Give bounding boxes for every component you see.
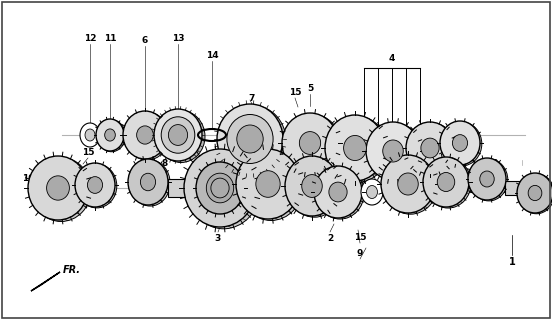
Ellipse shape — [184, 149, 256, 227]
Ellipse shape — [239, 150, 303, 220]
Text: 13: 13 — [172, 34, 184, 43]
Ellipse shape — [423, 157, 469, 207]
Ellipse shape — [480, 171, 494, 187]
Ellipse shape — [442, 122, 482, 166]
Text: 11: 11 — [104, 34, 116, 43]
Ellipse shape — [198, 163, 246, 215]
Ellipse shape — [440, 121, 480, 165]
Ellipse shape — [105, 129, 115, 141]
Text: 6: 6 — [142, 36, 148, 44]
Ellipse shape — [168, 124, 188, 145]
Ellipse shape — [154, 109, 202, 161]
Text: 15: 15 — [289, 87, 301, 97]
Ellipse shape — [470, 159, 508, 201]
Ellipse shape — [157, 110, 205, 163]
Ellipse shape — [217, 104, 283, 174]
Ellipse shape — [314, 166, 362, 218]
Text: 1: 1 — [508, 257, 516, 267]
Ellipse shape — [425, 158, 471, 208]
Ellipse shape — [211, 178, 229, 198]
Text: 10: 10 — [22, 173, 34, 182]
Ellipse shape — [299, 132, 321, 155]
Ellipse shape — [31, 157, 91, 221]
Ellipse shape — [128, 159, 168, 205]
Ellipse shape — [288, 157, 341, 217]
Text: 8: 8 — [162, 158, 168, 167]
Ellipse shape — [368, 123, 422, 181]
Ellipse shape — [406, 122, 454, 174]
Ellipse shape — [236, 149, 300, 219]
Ellipse shape — [28, 156, 88, 220]
Text: FR.: FR. — [63, 265, 81, 275]
Text: 12: 12 — [84, 34, 96, 43]
Ellipse shape — [285, 114, 341, 174]
Ellipse shape — [421, 138, 439, 158]
Text: 9: 9 — [357, 249, 363, 258]
Bar — [390, 184, 530, 192]
Ellipse shape — [398, 173, 418, 195]
Ellipse shape — [96, 119, 124, 151]
Ellipse shape — [528, 185, 542, 201]
Bar — [505, 181, 521, 195]
Ellipse shape — [87, 177, 103, 193]
Ellipse shape — [383, 140, 404, 162]
Ellipse shape — [384, 156, 437, 214]
Ellipse shape — [227, 115, 273, 164]
Ellipse shape — [123, 111, 167, 159]
Ellipse shape — [130, 160, 170, 206]
Ellipse shape — [453, 135, 468, 151]
Polygon shape — [31, 272, 60, 291]
Text: 15: 15 — [354, 233, 366, 242]
Ellipse shape — [46, 176, 70, 200]
Text: 4: 4 — [389, 53, 395, 62]
Ellipse shape — [140, 173, 156, 191]
Ellipse shape — [196, 162, 244, 214]
Text: 14: 14 — [206, 51, 218, 60]
Ellipse shape — [220, 106, 286, 175]
Ellipse shape — [98, 120, 125, 152]
Ellipse shape — [325, 115, 385, 181]
Ellipse shape — [316, 167, 364, 219]
Ellipse shape — [188, 151, 259, 229]
Ellipse shape — [366, 122, 420, 180]
Ellipse shape — [302, 175, 322, 197]
Ellipse shape — [518, 174, 552, 214]
Ellipse shape — [437, 172, 455, 191]
Ellipse shape — [328, 116, 388, 182]
Ellipse shape — [237, 125, 263, 153]
Text: 15: 15 — [82, 148, 94, 156]
Ellipse shape — [125, 112, 169, 160]
Ellipse shape — [343, 135, 367, 161]
Ellipse shape — [381, 155, 435, 213]
Ellipse shape — [408, 123, 456, 175]
Ellipse shape — [161, 117, 195, 153]
Text: 5: 5 — [307, 84, 313, 92]
Text: 7: 7 — [249, 93, 255, 102]
Ellipse shape — [85, 129, 95, 141]
Ellipse shape — [256, 171, 280, 197]
Ellipse shape — [367, 186, 378, 198]
Text: 3: 3 — [215, 234, 221, 243]
Ellipse shape — [282, 113, 338, 173]
Ellipse shape — [206, 173, 233, 203]
Ellipse shape — [517, 173, 552, 213]
Bar — [168, 179, 186, 197]
Ellipse shape — [80, 123, 100, 147]
Ellipse shape — [361, 179, 383, 205]
Text: 2: 2 — [327, 234, 333, 243]
Text: 8: 8 — [492, 158, 498, 167]
Ellipse shape — [75, 163, 115, 207]
Ellipse shape — [137, 126, 153, 144]
Ellipse shape — [77, 164, 117, 208]
Ellipse shape — [285, 156, 339, 216]
Text: 15: 15 — [456, 146, 468, 155]
Ellipse shape — [329, 182, 347, 202]
Ellipse shape — [468, 158, 506, 200]
